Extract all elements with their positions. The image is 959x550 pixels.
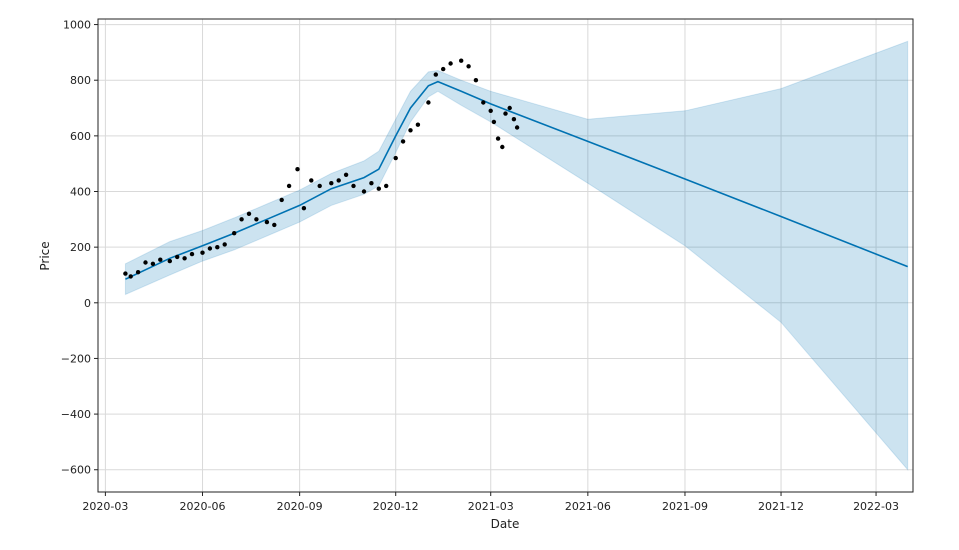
- observed-point: [400, 139, 406, 144]
- plot-frame: [97, 18, 914, 493]
- observed-point: [507, 105, 512, 111]
- observed-point: [329, 181, 334, 186]
- observed-point: [286, 183, 292, 189]
- observed-point: [343, 172, 349, 177]
- observed-point: [167, 258, 172, 264]
- observed-point: [459, 58, 464, 63]
- x-axis-label: Date: [491, 517, 520, 531]
- observed-point: [254, 217, 259, 222]
- uncertainty-band-layer: [124, 40, 909, 472]
- observed-point: [215, 245, 220, 250]
- observed-point: [279, 197, 284, 203]
- observed-point: [295, 167, 300, 172]
- observed-point: [207, 246, 213, 251]
- x-tick-label: 2021-06: [565, 500, 611, 513]
- x-tick-label: 2020-06: [180, 500, 226, 513]
- x-axis-ticks: 2020-03 2020-06 2020-09 2020-12 2021-03 2021-…: [82, 492, 899, 513]
- observed-points-layer: [123, 58, 520, 279]
- uncertainty-band: [124, 40, 909, 472]
- y-tick-label: 1000: [63, 19, 91, 32]
- observed-point: [511, 117, 517, 122]
- observed-point: [158, 257, 163, 262]
- observed-point: [488, 108, 493, 114]
- observed-point: [369, 181, 374, 186]
- observed-point: [150, 261, 156, 266]
- x-tick-label: 2021-03: [468, 500, 514, 513]
- observed-point: [232, 231, 237, 236]
- x-tick-label: 2020-09: [277, 500, 323, 513]
- y-tick-label: −400: [61, 408, 91, 421]
- observed-point: [351, 183, 356, 189]
- observed-point: [393, 155, 398, 161]
- y-tick-label: 800: [70, 74, 91, 87]
- y-tick-label: −200: [61, 352, 91, 365]
- observed-point: [500, 144, 505, 150]
- x-tick-label: 2020-12: [373, 500, 419, 513]
- observed-point: [309, 178, 314, 183]
- x-tick-label: 2021-09: [662, 500, 708, 513]
- observed-point: [415, 122, 421, 127]
- x-tick-label: 2020-03: [82, 500, 128, 513]
- observed-point: [433, 72, 438, 77]
- y-tick-label: 200: [70, 241, 91, 254]
- observed-point: [123, 271, 128, 276]
- observed-point: [361, 189, 367, 194]
- x-tick-label: 2022-03: [853, 500, 899, 513]
- y-tick-label: 400: [70, 186, 91, 199]
- observed-point: [376, 186, 381, 191]
- observed-point: [246, 211, 252, 216]
- observed-point: [200, 250, 205, 255]
- observed-point: [495, 136, 501, 141]
- observed-point: [301, 206, 307, 211]
- observed-point: [481, 100, 486, 105]
- observed-point: [272, 222, 277, 228]
- observed-point: [426, 100, 431, 105]
- observed-point: [514, 125, 520, 130]
- x-tick-label: 2021-12: [758, 500, 804, 513]
- y-axis-label: Price: [38, 241, 52, 270]
- observed-point: [336, 178, 341, 183]
- observed-point: [189, 251, 195, 257]
- y-tick-label: −600: [61, 464, 91, 477]
- y-axis-ticks: −600 −400 −200 0 200 400 600 800 1000: [61, 19, 98, 477]
- observed-point: [473, 78, 479, 83]
- observed-point: [503, 111, 508, 116]
- observed-point: [441, 66, 446, 72]
- observed-point: [317, 183, 322, 189]
- plot-background: [98, 19, 913, 492]
- grid-lines: [98, 19, 913, 492]
- observed-point: [264, 219, 270, 225]
- observed-point: [491, 119, 497, 125]
- y-tick-label: 0: [84, 297, 91, 310]
- observed-point: [128, 274, 133, 279]
- observed-point: [466, 64, 471, 69]
- observed-point: [384, 183, 389, 189]
- observed-point: [222, 242, 227, 247]
- observed-point: [408, 128, 413, 133]
- observed-point: [175, 254, 180, 260]
- observed-point: [143, 260, 148, 265]
- observed-point: [182, 256, 187, 261]
- observed-point: [448, 61, 453, 66]
- observed-point: [135, 270, 141, 275]
- y-tick-label: 600: [70, 130, 91, 143]
- observed-point: [239, 217, 244, 222]
